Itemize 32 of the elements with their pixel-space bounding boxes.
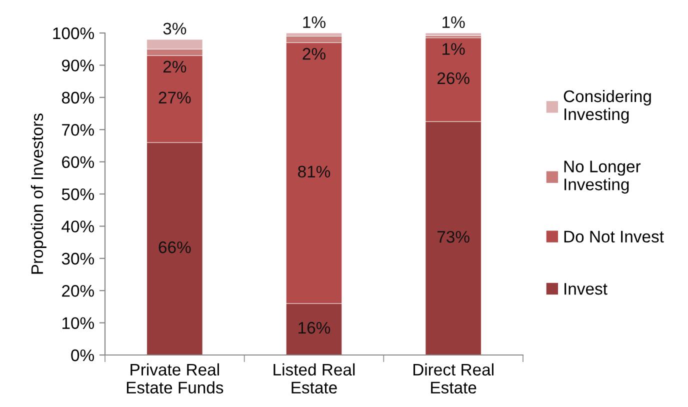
data-label: 2% bbox=[302, 48, 326, 60]
legend-label: Do Not Invest bbox=[564, 230, 664, 243]
y-tick-label: 40% bbox=[62, 220, 94, 232]
x-tick-label: Listed Real Estate bbox=[274, 363, 355, 394]
y-tick-label: 10% bbox=[62, 317, 94, 330]
legend-label: Invest bbox=[564, 283, 608, 295]
data-label: 1% bbox=[442, 16, 465, 28]
data-label: 81% bbox=[298, 166, 330, 178]
data-label: 27% bbox=[158, 92, 191, 104]
y-tick-label: 100% bbox=[53, 27, 94, 40]
y-tick-label: 70% bbox=[62, 124, 94, 136]
data-label: 2% bbox=[163, 60, 186, 73]
y-tick-label: 60% bbox=[62, 156, 94, 168]
data-label: 66% bbox=[158, 241, 191, 254]
y-tick-label: 50% bbox=[62, 188, 94, 200]
data-label: 26% bbox=[437, 72, 470, 84]
data-label: 16% bbox=[298, 322, 330, 334]
y-tick-label: 30% bbox=[62, 252, 94, 265]
bar bbox=[425, 33, 482, 36]
y-tick-label: 0% bbox=[71, 349, 94, 362]
legend-label: No Longer Investing bbox=[564, 160, 641, 194]
x-tick-label: Direct Real Estate bbox=[413, 363, 494, 394]
y-tick-label: 90% bbox=[62, 60, 94, 72]
legend-label: Considering Investing bbox=[564, 90, 651, 124]
data-label: 3% bbox=[163, 22, 186, 35]
x-tick-label: Private Real Estate Funds bbox=[126, 363, 224, 394]
y-tick-label: 20% bbox=[62, 285, 94, 297]
y-axis-title: Propotion of Investors bbox=[30, 114, 46, 274]
data-label: 1% bbox=[442, 43, 465, 55]
data-label: 1% bbox=[303, 16, 326, 28]
data-label: 73% bbox=[438, 230, 470, 243]
y-tick-label: 80% bbox=[62, 92, 94, 104]
